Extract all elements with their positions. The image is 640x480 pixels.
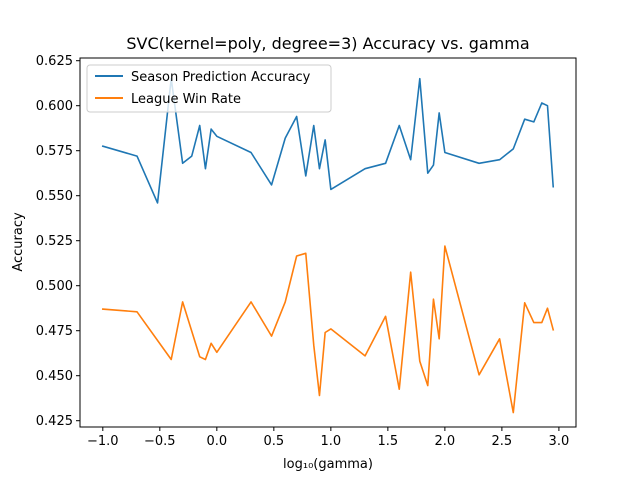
y-tick-label: 0.625 bbox=[36, 54, 73, 69]
series-line-league-win-rate bbox=[101, 245, 555, 414]
x-tick-label: 1.0 bbox=[321, 434, 342, 449]
y-tick-label: 0.450 bbox=[36, 369, 73, 384]
plot-frame bbox=[79, 57, 577, 428]
legend-box bbox=[86, 64, 332, 113]
y-tick-label: 0.500 bbox=[36, 279, 73, 294]
y-tick-label: 0.475 bbox=[36, 324, 73, 339]
legend-label-league-win-rate: League Win Rate bbox=[131, 92, 241, 107]
x-tick-label: 0.0 bbox=[206, 434, 227, 449]
chart-title: SVC(kernel=poly, degree=3) Accuracy vs. … bbox=[126, 34, 529, 53]
y-axis-label: Accuracy bbox=[11, 212, 26, 272]
x-tick-label: 2.5 bbox=[492, 434, 513, 449]
y-tick-label: 0.525 bbox=[36, 234, 73, 249]
legend: Season Prediction Accuracy League Win Ra… bbox=[86, 64, 332, 113]
x-axis: −1.0 −0.5 0.0 0.5 1.0 1.5 2.0 2.5 3.0 bbox=[87, 427, 569, 449]
plot-area bbox=[79, 57, 577, 428]
y-tick-label: 0.600 bbox=[36, 99, 73, 114]
legend-label-season-prediction-accuracy: Season Prediction Accuracy bbox=[131, 70, 311, 85]
y-tick-label: 0.550 bbox=[36, 189, 73, 204]
x-tick-label: −1.0 bbox=[87, 434, 119, 449]
x-tick-label: 2.0 bbox=[435, 434, 456, 449]
x-axis-label: log₁₀(gamma) bbox=[283, 457, 373, 472]
series-layer bbox=[101, 77, 555, 414]
x-tick-label: 1.5 bbox=[378, 434, 399, 449]
x-tick-label: −0.5 bbox=[144, 434, 176, 449]
series-line-season-prediction-accuracy bbox=[101, 77, 555, 204]
y-tick-label: 0.575 bbox=[36, 144, 73, 159]
y-tick-label: 0.425 bbox=[36, 414, 73, 429]
x-tick-label: 0.5 bbox=[263, 434, 284, 449]
y-axis: 0.425 0.450 0.475 0.500 0.525 0.550 0.575 0.600… bbox=[36, 54, 80, 429]
x-tick-label: 3.0 bbox=[549, 434, 570, 449]
